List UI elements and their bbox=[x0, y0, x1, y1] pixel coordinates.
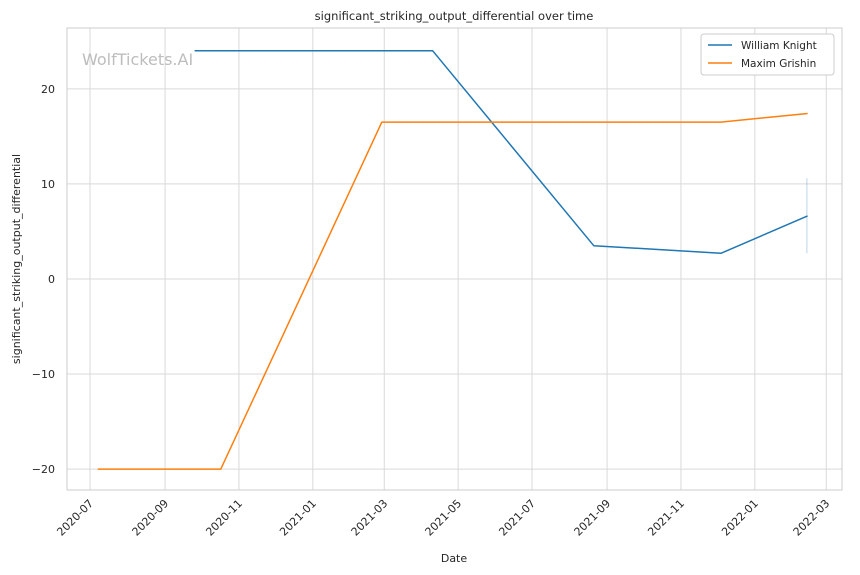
maxim-grishin-line bbox=[97, 112, 808, 470]
legend-label-maxim-grishin: Maxim Grishin bbox=[741, 58, 816, 70]
william-knight-line bbox=[194, 50, 808, 255]
y-tick-label: 20 bbox=[41, 83, 55, 96]
y-tick-label: 10 bbox=[41, 178, 55, 191]
y-axis-title: significant_striking_output_differential bbox=[10, 154, 23, 364]
x-axis-title: Date bbox=[441, 552, 468, 565]
y-tick-label: 0 bbox=[48, 273, 55, 286]
legend-label-william-knight: William Knight bbox=[741, 40, 817, 52]
watermark-text: WolfTickets.AI bbox=[82, 50, 193, 69]
legend: William Knight Maxim Grishin bbox=[700, 33, 835, 76]
plot-frame bbox=[66, 27, 843, 491]
y-tick-label: −10 bbox=[32, 368, 55, 381]
legend-box bbox=[700, 33, 835, 76]
y-tick-label: −20 bbox=[32, 463, 55, 476]
series-layer bbox=[97, 50, 808, 470]
chart-title: significant_striking_output_differential… bbox=[315, 9, 594, 23]
